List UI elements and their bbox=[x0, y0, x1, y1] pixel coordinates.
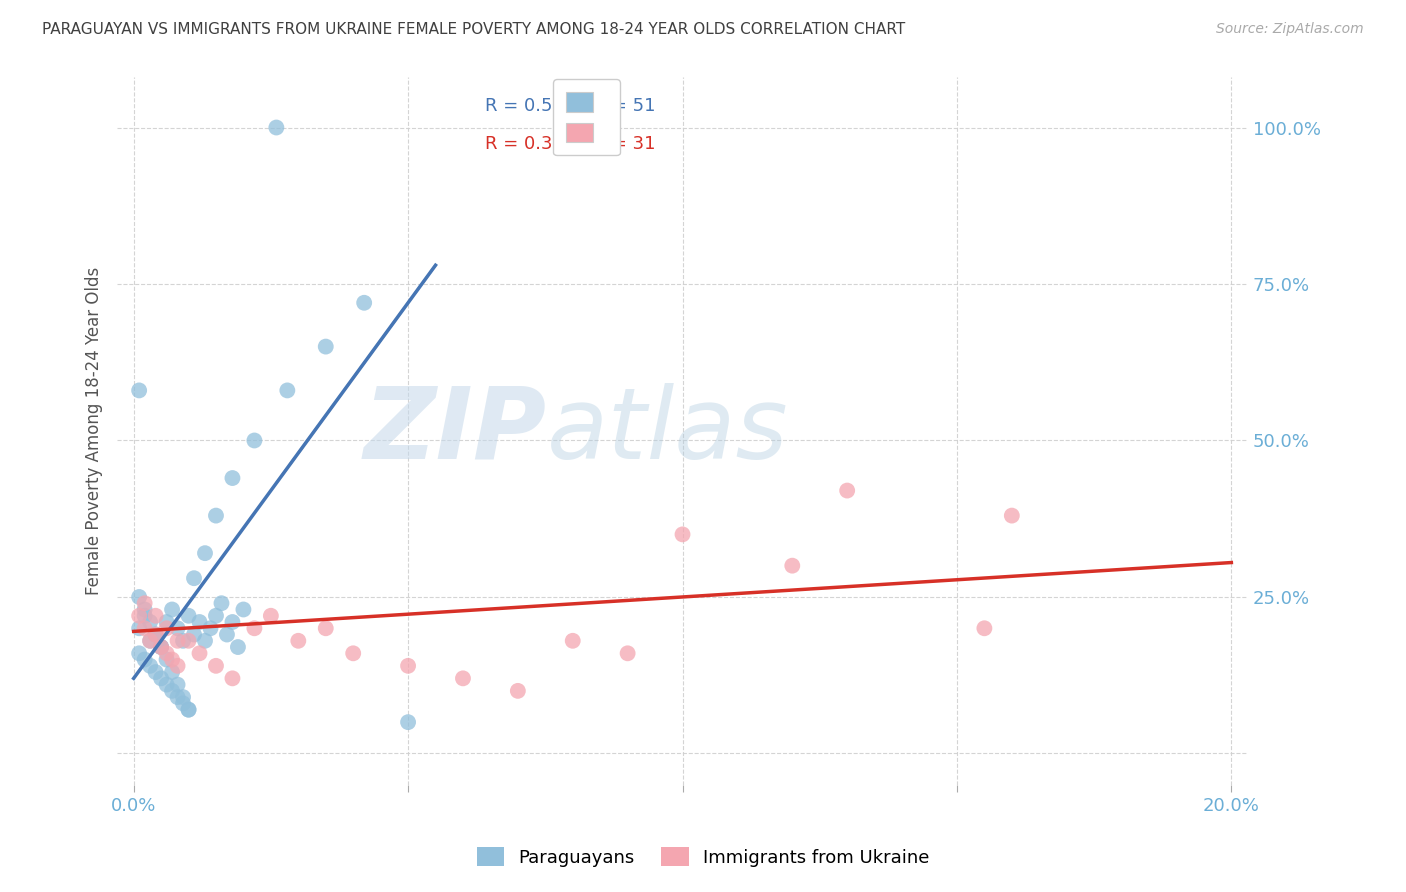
Point bbox=[166, 633, 188, 648]
Point bbox=[160, 684, 183, 698]
Point bbox=[451, 671, 474, 685]
Point bbox=[150, 640, 173, 654]
Point bbox=[315, 621, 337, 635]
Point bbox=[973, 621, 995, 635]
Point bbox=[172, 697, 194, 711]
Point bbox=[166, 658, 188, 673]
Point bbox=[342, 646, 364, 660]
Point bbox=[166, 621, 188, 635]
Point bbox=[287, 633, 309, 648]
Text: Source: ZipAtlas.com: Source: ZipAtlas.com bbox=[1216, 22, 1364, 37]
Point bbox=[188, 646, 211, 660]
Point bbox=[155, 621, 177, 635]
Point bbox=[221, 471, 243, 485]
Legend: , : , bbox=[553, 79, 620, 155]
Point bbox=[139, 633, 162, 648]
Point bbox=[200, 621, 222, 635]
Point bbox=[215, 627, 238, 641]
Point bbox=[134, 596, 156, 610]
Point bbox=[177, 633, 200, 648]
Point bbox=[134, 652, 156, 666]
Point bbox=[188, 615, 211, 629]
Text: R = 0.564   N = 51: R = 0.564 N = 51 bbox=[485, 97, 655, 115]
Point bbox=[260, 608, 283, 623]
Point bbox=[506, 684, 529, 698]
Point bbox=[139, 658, 162, 673]
Point bbox=[145, 627, 167, 641]
Point bbox=[837, 483, 859, 498]
Point bbox=[226, 640, 249, 654]
Point bbox=[145, 665, 167, 679]
Point bbox=[134, 621, 156, 635]
Point bbox=[782, 558, 804, 573]
Text: ZIP: ZIP bbox=[364, 383, 547, 480]
Point bbox=[561, 633, 583, 648]
Point bbox=[177, 608, 200, 623]
Point bbox=[266, 120, 288, 135]
Point bbox=[128, 384, 150, 398]
Point bbox=[1001, 508, 1024, 523]
Point bbox=[396, 715, 419, 730]
Point bbox=[150, 640, 173, 654]
Point bbox=[155, 646, 177, 660]
Point bbox=[172, 633, 194, 648]
Point bbox=[155, 677, 177, 691]
Point bbox=[155, 652, 177, 666]
Text: R = 0.363   N = 31: R = 0.363 N = 31 bbox=[485, 136, 655, 153]
Point bbox=[671, 527, 693, 541]
Point bbox=[160, 652, 183, 666]
Point bbox=[160, 602, 183, 616]
Point bbox=[155, 615, 177, 629]
Point bbox=[221, 671, 243, 685]
Point bbox=[183, 627, 205, 641]
Point bbox=[194, 546, 217, 560]
Point bbox=[232, 602, 254, 616]
Point bbox=[396, 658, 419, 673]
Point bbox=[243, 621, 266, 635]
Point bbox=[183, 571, 205, 585]
Text: atlas: atlas bbox=[547, 383, 789, 480]
Point bbox=[139, 633, 162, 648]
Point bbox=[134, 608, 156, 623]
Point bbox=[166, 677, 188, 691]
Point bbox=[243, 434, 266, 448]
Point bbox=[145, 608, 167, 623]
Point bbox=[194, 633, 217, 648]
Point bbox=[128, 590, 150, 604]
Point bbox=[205, 608, 228, 623]
Point bbox=[128, 621, 150, 635]
Point bbox=[205, 658, 228, 673]
Point bbox=[221, 615, 243, 629]
Point bbox=[145, 627, 167, 641]
Point bbox=[205, 508, 228, 523]
Legend: Paraguayans, Immigrants from Ukraine: Paraguayans, Immigrants from Ukraine bbox=[470, 840, 936, 874]
Point bbox=[150, 671, 173, 685]
Point bbox=[145, 627, 167, 641]
Text: PARAGUAYAN VS IMMIGRANTS FROM UKRAINE FEMALE POVERTY AMONG 18-24 YEAR OLDS CORRE: PARAGUAYAN VS IMMIGRANTS FROM UKRAINE FE… bbox=[42, 22, 905, 37]
Point bbox=[177, 703, 200, 717]
Point bbox=[315, 340, 337, 354]
Point bbox=[166, 690, 188, 705]
Point bbox=[128, 608, 150, 623]
Point bbox=[276, 384, 298, 398]
Y-axis label: Female Poverty Among 18-24 Year Olds: Female Poverty Among 18-24 Year Olds bbox=[86, 267, 103, 595]
Point bbox=[211, 596, 233, 610]
Point bbox=[616, 646, 638, 660]
Point bbox=[150, 640, 173, 654]
Point bbox=[128, 646, 150, 660]
Point bbox=[177, 703, 200, 717]
Point bbox=[353, 295, 375, 310]
Point bbox=[160, 665, 183, 679]
Point bbox=[134, 602, 156, 616]
Point bbox=[172, 690, 194, 705]
Point bbox=[139, 615, 162, 629]
